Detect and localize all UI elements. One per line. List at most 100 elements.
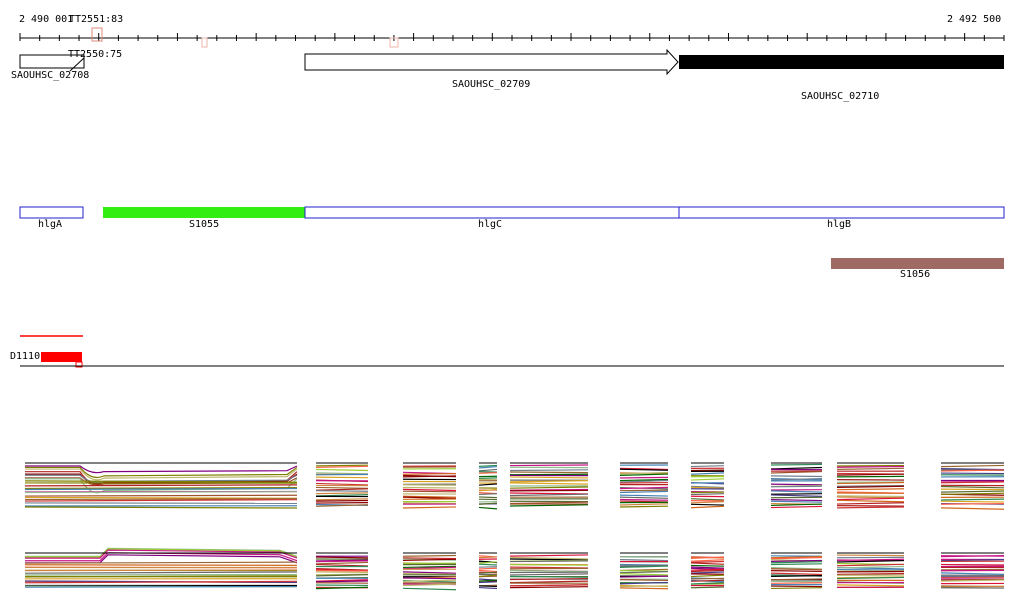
coverage-line bbox=[836, 485, 905, 489]
alignment-block[interactable] bbox=[690, 552, 725, 589]
tss-marker-small-1[interactable] bbox=[201, 37, 208, 48]
tss-label-tt2551[interactable]: TT2551:83 bbox=[69, 14, 124, 25]
coverage-line bbox=[836, 481, 905, 485]
coverage-line bbox=[402, 488, 457, 492]
alignment-block[interactable] bbox=[770, 552, 823, 590]
coverage-line bbox=[770, 494, 823, 497]
coverage-line bbox=[770, 578, 823, 581]
gene-label-saouhsc-02709[interactable]: SAOUHSC_02709 bbox=[452, 79, 531, 90]
coverage-line bbox=[690, 501, 725, 504]
coverage-line bbox=[25, 477, 298, 486]
alignment-block[interactable] bbox=[402, 462, 457, 509]
feature-label-hlgb[interactable]: hlgB bbox=[827, 219, 852, 230]
coverage-line bbox=[478, 483, 498, 486]
alignment-block[interactable] bbox=[940, 462, 1005, 510]
feature-label-hlga[interactable]: hlgA bbox=[38, 219, 63, 230]
feature-box-hlgc[interactable] bbox=[304, 206, 680, 219]
coverage-line bbox=[402, 506, 457, 509]
alignment-block[interactable] bbox=[690, 462, 725, 509]
coverage-line bbox=[509, 476, 589, 479]
alignment-block[interactable] bbox=[24, 547, 298, 588]
coverage-line bbox=[402, 496, 457, 500]
alignment-block[interactable] bbox=[24, 462, 298, 509]
coverage-line bbox=[509, 488, 589, 491]
coverage-line bbox=[836, 565, 905, 569]
tss-marker-small-2[interactable] bbox=[389, 37, 399, 48]
coverage-line bbox=[24, 480, 298, 483]
coverage-line bbox=[478, 574, 498, 578]
coverage-line bbox=[509, 580, 589, 584]
alignment-block[interactable] bbox=[509, 462, 589, 507]
alignment-block[interactable] bbox=[836, 462, 905, 509]
alignment-block[interactable] bbox=[619, 462, 669, 508]
alignment-block[interactable] bbox=[402, 552, 457, 591]
feature-box-hlga[interactable] bbox=[19, 206, 84, 219]
alignment-block[interactable] bbox=[940, 552, 1005, 589]
gene-arrow-saouhsc-02708[interactable] bbox=[19, 54, 85, 69]
coverage-line bbox=[770, 563, 823, 566]
feature-box-s1055[interactable] bbox=[103, 207, 305, 218]
coverage-line bbox=[509, 471, 589, 474]
coverage-line bbox=[402, 475, 457, 478]
coverage-line bbox=[770, 561, 823, 564]
alignment-block[interactable] bbox=[619, 552, 669, 590]
coverage-line bbox=[24, 561, 298, 564]
coverage-line bbox=[690, 486, 725, 489]
coverage-line bbox=[509, 560, 589, 563]
feature-label-s1056[interactable]: S1056 bbox=[900, 269, 931, 280]
coverage-line bbox=[940, 472, 1005, 475]
alignment-block[interactable] bbox=[315, 462, 369, 507]
tss-label-tt2550[interactable]: TT2550:75 bbox=[68, 49, 123, 60]
feature-box-s1056[interactable] bbox=[831, 258, 1004, 269]
coverage-line bbox=[619, 573, 669, 576]
coverage-line bbox=[836, 467, 905, 470]
coverage-line bbox=[619, 479, 669, 483]
coverage-line bbox=[478, 502, 498, 505]
coverage-line bbox=[315, 504, 369, 507]
coverage-line bbox=[315, 492, 369, 495]
tss-leader-line bbox=[69, 57, 85, 72]
alignment-block[interactable] bbox=[836, 552, 905, 589]
coverage-line bbox=[836, 502, 905, 505]
coverage-line bbox=[478, 464, 498, 467]
coverage-line bbox=[315, 464, 369, 467]
feature-label-hlgc[interactable]: hlgC bbox=[478, 219, 503, 230]
coverage-line bbox=[619, 473, 669, 476]
coverage-line bbox=[836, 570, 905, 572]
alignment-block[interactable] bbox=[770, 462, 823, 509]
coverage-line bbox=[940, 507, 1005, 510]
feature-label-s1055[interactable]: S1055 bbox=[189, 219, 220, 230]
alignment-block[interactable] bbox=[315, 552, 369, 590]
coverage-line bbox=[770, 463, 823, 466]
coverage-line bbox=[24, 571, 298, 574]
coverage-line bbox=[315, 490, 369, 492]
coverage-line bbox=[619, 468, 669, 471]
coverage-line bbox=[770, 582, 823, 584]
coverage-line bbox=[836, 475, 905, 478]
d1110-block[interactable] bbox=[41, 352, 82, 362]
feature-box-hlgb[interactable] bbox=[678, 206, 1005, 219]
coverage-line bbox=[690, 559, 725, 562]
coverage-line bbox=[836, 495, 905, 498]
alignment-block[interactable] bbox=[478, 462, 498, 510]
coverage-line bbox=[690, 571, 725, 574]
tss-marker-tt2551[interactable] bbox=[91, 27, 103, 42]
alignment-block[interactable] bbox=[509, 552, 589, 589]
coverage-line bbox=[315, 563, 369, 567]
d1110-marker[interactable] bbox=[75, 361, 83, 368]
alignment-block[interactable] bbox=[478, 552, 498, 590]
coverage-line bbox=[509, 573, 589, 576]
coverage-line bbox=[619, 558, 669, 562]
coverage-line bbox=[402, 577, 457, 580]
coverage-line bbox=[940, 498, 1005, 501]
feature-label-d1110[interactable]: D1110 bbox=[10, 351, 41, 362]
coverage-line bbox=[478, 472, 498, 474]
coverage-line bbox=[690, 564, 725, 567]
gene-label-saouhsc-02708[interactable]: SAOUHSC_02708 bbox=[11, 70, 90, 81]
gene-block-saouhsc-02710[interactable] bbox=[679, 55, 1004, 69]
coverage-line bbox=[24, 487, 298, 490]
gene-label-saouhsc-02710[interactable]: SAOUHSC_02710 bbox=[801, 91, 880, 102]
coverage-line bbox=[402, 557, 457, 560]
gene-arrow-saouhsc-02709[interactable] bbox=[304, 48, 679, 76]
